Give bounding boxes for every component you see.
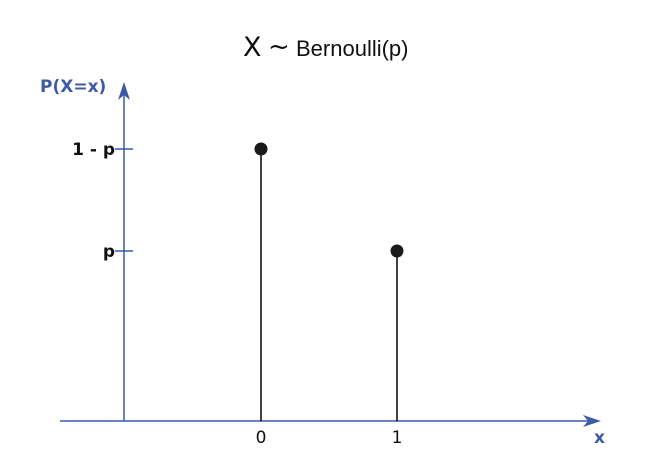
y-tick-label-0: 1 - p <box>72 140 115 160</box>
x-axis-arrowhead <box>583 415 601 427</box>
y-ticks: 1 - p p <box>72 140 133 262</box>
stem-marker-0 <box>254 142 268 156</box>
y-axis-label: P(X=x) <box>40 77 106 97</box>
x-tick-label-0: 0 <box>256 428 267 448</box>
axes <box>60 82 601 427</box>
y-axis-arrowhead <box>118 82 130 100</box>
title-tilde: ~ <box>268 32 290 62</box>
x-tick-label-1: 1 <box>392 428 403 448</box>
stem-marker-1 <box>390 244 404 258</box>
y-tick-label-1: p <box>103 242 115 262</box>
x-axis-label: x <box>594 428 605 448</box>
stems <box>254 142 404 421</box>
title-symbol: X <box>243 32 262 63</box>
chart-title: X ~ Bernoulli(p) <box>243 32 409 63</box>
title-distribution: Bernoulli(p) <box>296 36 409 61</box>
